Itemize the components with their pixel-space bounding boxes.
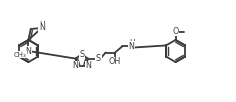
Text: N: N: [85, 61, 91, 70]
Text: H: H: [39, 21, 45, 30]
Text: N: N: [129, 42, 135, 51]
Text: N: N: [72, 61, 78, 70]
Text: H: H: [129, 39, 135, 48]
Text: CH₃: CH₃: [13, 52, 26, 58]
Text: S: S: [79, 50, 84, 59]
Text: O: O: [173, 27, 179, 36]
Text: OH: OH: [109, 57, 121, 66]
Text: N: N: [25, 47, 31, 55]
Text: S: S: [96, 54, 101, 63]
Text: N: N: [39, 23, 45, 32]
